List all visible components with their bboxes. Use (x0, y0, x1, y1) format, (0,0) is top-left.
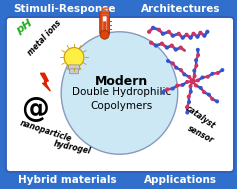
Text: Applications: Applications (144, 175, 217, 185)
Circle shape (170, 44, 173, 47)
Circle shape (171, 87, 174, 90)
Circle shape (172, 62, 174, 65)
Circle shape (197, 54, 199, 57)
Circle shape (206, 30, 209, 33)
Circle shape (197, 79, 199, 82)
Text: metal ions: metal ions (26, 18, 63, 57)
Circle shape (179, 46, 182, 49)
Circle shape (162, 32, 164, 35)
Circle shape (166, 88, 169, 91)
Circle shape (183, 73, 186, 76)
Circle shape (158, 28, 160, 31)
Circle shape (207, 75, 209, 78)
Circle shape (203, 91, 205, 94)
Circle shape (196, 35, 199, 38)
Circle shape (188, 76, 191, 78)
FancyBboxPatch shape (103, 16, 106, 31)
Circle shape (181, 84, 184, 86)
Circle shape (167, 60, 169, 62)
Text: Hybrid materials: Hybrid materials (18, 175, 116, 185)
FancyBboxPatch shape (68, 65, 79, 70)
Circle shape (177, 32, 180, 35)
Circle shape (189, 85, 192, 88)
Circle shape (188, 101, 190, 103)
Text: @: @ (22, 95, 50, 123)
Circle shape (195, 84, 197, 87)
Circle shape (176, 84, 178, 87)
Circle shape (192, 32, 195, 35)
Circle shape (203, 34, 206, 37)
Circle shape (171, 34, 174, 37)
Circle shape (174, 48, 177, 51)
Circle shape (181, 36, 184, 39)
Circle shape (199, 31, 202, 34)
Circle shape (150, 41, 152, 44)
Text: Modern: Modern (95, 75, 148, 88)
Circle shape (191, 79, 195, 83)
Circle shape (217, 72, 219, 74)
Circle shape (152, 26, 155, 29)
Circle shape (161, 91, 164, 94)
Text: sensor: sensor (186, 124, 215, 145)
Text: Stimuli-Response: Stimuli-Response (13, 4, 115, 14)
Circle shape (100, 30, 109, 39)
Circle shape (168, 30, 170, 33)
Text: Double Hydrophilic
Copolymers: Double Hydrophilic Copolymers (72, 87, 171, 111)
Circle shape (190, 90, 192, 93)
Circle shape (221, 69, 224, 71)
Circle shape (211, 98, 214, 100)
Circle shape (160, 42, 163, 45)
Text: hydrogel: hydrogel (52, 139, 92, 156)
Circle shape (165, 46, 168, 49)
Circle shape (189, 36, 192, 39)
Circle shape (180, 69, 182, 71)
Circle shape (186, 111, 189, 114)
Circle shape (193, 69, 196, 72)
FancyBboxPatch shape (6, 17, 234, 172)
FancyBboxPatch shape (103, 22, 106, 31)
Circle shape (148, 30, 150, 33)
Text: pH: pH (15, 18, 35, 36)
Ellipse shape (61, 32, 178, 154)
Text: nanoparticle: nanoparticle (18, 119, 73, 144)
Circle shape (216, 100, 218, 103)
FancyBboxPatch shape (70, 69, 78, 74)
Circle shape (195, 59, 197, 62)
Circle shape (196, 49, 199, 51)
Circle shape (155, 44, 157, 47)
Circle shape (200, 87, 202, 89)
Circle shape (185, 33, 188, 36)
Circle shape (211, 72, 214, 75)
Circle shape (187, 95, 190, 98)
Circle shape (208, 93, 210, 96)
Circle shape (193, 75, 196, 77)
Circle shape (201, 76, 204, 79)
Circle shape (64, 48, 84, 67)
Circle shape (175, 66, 178, 69)
Text: catalyst: catalyst (184, 103, 217, 130)
Circle shape (195, 64, 198, 67)
Polygon shape (41, 73, 50, 91)
Circle shape (186, 81, 188, 83)
Text: Architectures: Architectures (141, 4, 220, 14)
Circle shape (186, 106, 188, 108)
FancyBboxPatch shape (100, 11, 109, 35)
